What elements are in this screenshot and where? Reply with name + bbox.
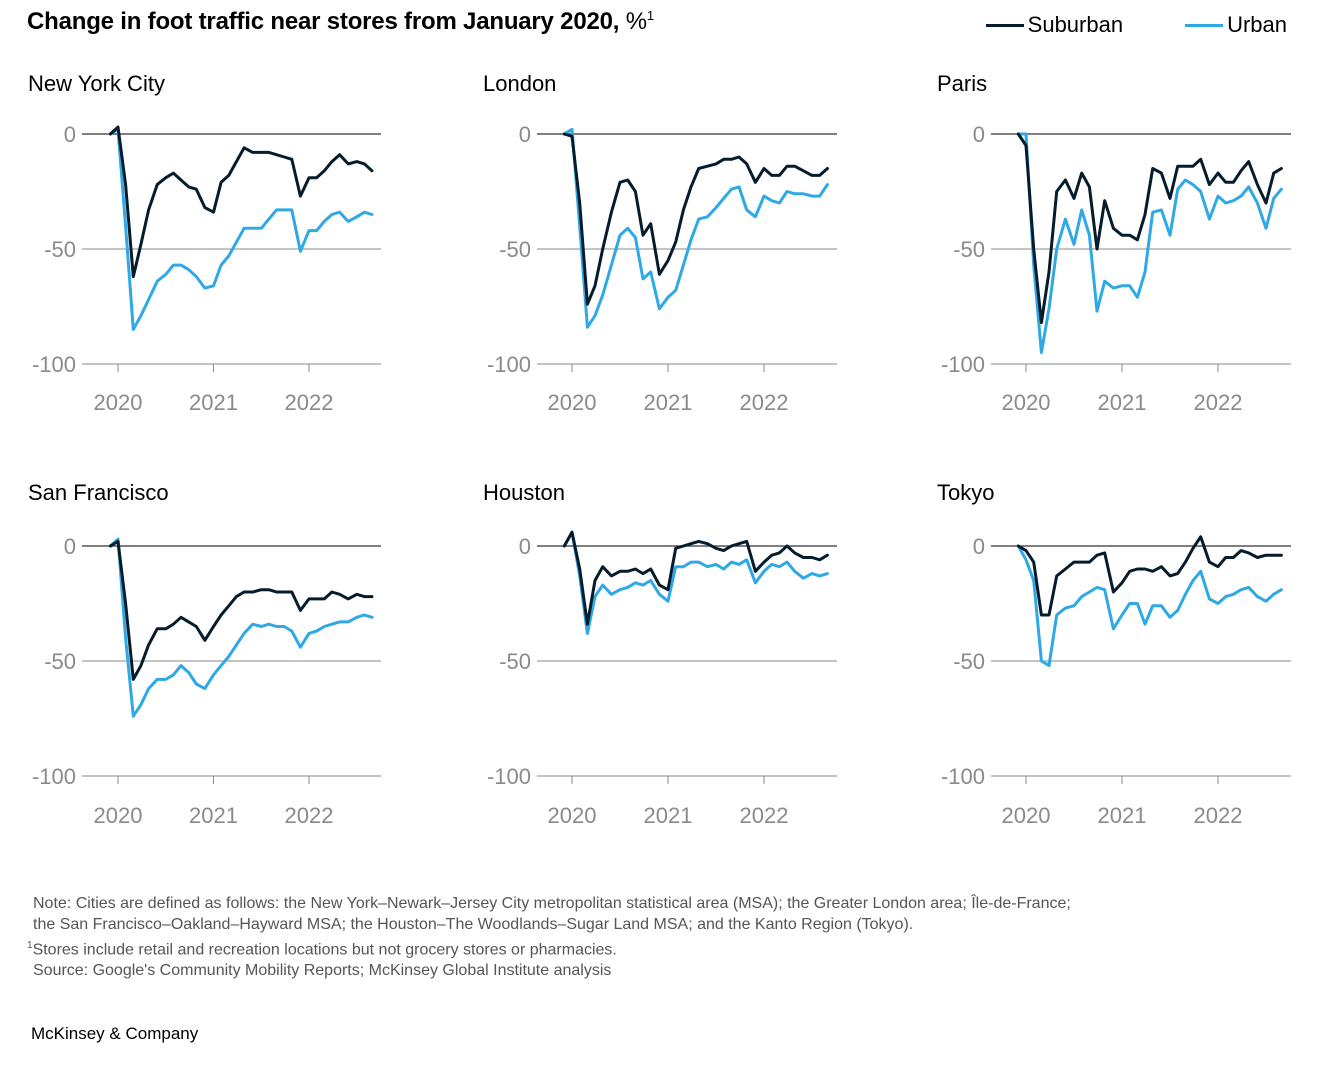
y-tick-label-london--100: -100	[487, 352, 531, 377]
panel-new-york-city: New York City 0 -50 -100 2020 2021 2022	[28, 71, 381, 415]
chart-title-unit: %	[619, 8, 647, 35]
chart-title-main: Change in foot traffic near stores from …	[27, 8, 620, 35]
x-tick-label-tokyo-2020: 2020	[1002, 803, 1051, 828]
footnote-text: Stores include retail and recreation loc…	[32, 941, 617, 959]
y-tick-label-paris--50: -50	[953, 237, 985, 262]
note-line-1: Note: Cities are defined as follows: the…	[33, 895, 1071, 912]
legend-label-urban: Urban	[1227, 12, 1287, 37]
y-tick-label-london-0: 0	[519, 122, 531, 147]
x-tick-label-london-2022: 2022	[740, 390, 789, 415]
footnote-mark: 1	[27, 940, 33, 951]
y-tick-label-new-york-city--50: -50	[44, 237, 76, 262]
charts-canvas: New York City 0 -50 -100 2020 2021 2022 London 0…	[28, 71, 1291, 828]
x-tick-label-tokyo-2022: 2022	[1194, 803, 1243, 828]
panel-title-paris: Paris	[937, 71, 987, 96]
panel-title-london: London	[483, 71, 556, 96]
notes: Note: Cities are defined as follows: the…	[27, 893, 1227, 981]
legend-swatch-urban	[1185, 23, 1224, 27]
y-tick-label-houston-0: 0	[519, 534, 531, 559]
x-tick-label-houston-2022: 2022	[740, 803, 789, 828]
series-line-urban-paris	[1016, 132, 1283, 354]
panel-san-francisco: San Francisco 0 -50 -100 2020 2021 2022	[28, 480, 381, 828]
series-line-urban-new-york-city	[108, 127, 374, 331]
x-tick-label-new-york-city-2020: 2020	[94, 390, 143, 415]
y-tick-label-paris-0: 0	[973, 122, 985, 147]
series-line-urban-london	[562, 127, 829, 329]
panel-title-new-york-city: New York City	[28, 71, 165, 96]
y-tick-label-san-francisco-0: 0	[64, 534, 76, 559]
chart-title: Change in foot traffic near stores from …	[27, 8, 654, 36]
y-tick-label-san-francisco--50: -50	[44, 649, 76, 674]
legend-item-urban: Urban	[1185, 12, 1287, 38]
x-tick-label-london-2020: 2020	[548, 390, 597, 415]
y-tick-label-houston--50: -50	[499, 649, 531, 674]
y-tick-label-paris--100: -100	[941, 352, 985, 377]
series-line-urban-san-francisco	[108, 537, 374, 718]
source-line: Source: Google's Community Mobility Repo…	[33, 962, 612, 980]
x-tick-label-new-york-city-2022: 2022	[285, 390, 334, 415]
x-tick-label-san-francisco-2021: 2021	[189, 803, 238, 828]
legend-item-suburban: Suburban	[985, 12, 1124, 38]
y-tick-label-tokyo-0: 0	[973, 534, 985, 559]
panel-title-houston: Houston	[483, 480, 565, 505]
brand-logo-text: McKinsey & Company	[31, 1024, 199, 1043]
y-tick-label-new-york-city--100: -100	[32, 352, 76, 377]
x-tick-label-new-york-city-2021: 2021	[189, 390, 238, 415]
x-tick-label-paris-2022: 2022	[1194, 390, 1243, 415]
panel-london: London 0 -50 -100 2020 2021 2022	[483, 71, 837, 415]
series-line-suburban-new-york-city	[108, 125, 374, 279]
small-multiples-charts: New York City 0 -50 -100 2020 2021 2022 London 0…	[28, 71, 1291, 828]
series-line-urban-houston	[562, 530, 829, 635]
panel-houston: Houston 0 -50 -100 2020 2021 2022	[483, 480, 837, 828]
panel-title-san-francisco: San Francisco	[28, 480, 169, 505]
x-tick-label-san-francisco-2022: 2022	[285, 803, 334, 828]
legend-label-suburban: Suburban	[1027, 12, 1124, 37]
y-tick-label-san-francisco--100: -100	[32, 764, 76, 789]
y-tick-label-new-york-city-0: 0	[64, 122, 76, 147]
x-tick-label-san-francisco-2020: 2020	[94, 803, 143, 828]
x-tick-label-paris-2020: 2020	[1002, 390, 1051, 415]
panel-tokyo: Tokyo 0 -50 -100 2020 2021 2022	[937, 480, 1291, 828]
series-line-suburban-san-francisco	[108, 539, 374, 681]
panel-paris: Paris 0 -50 -100 2020 2021 2022	[937, 71, 1291, 415]
panel-title-tokyo: Tokyo	[937, 480, 994, 505]
y-tick-label-london--50: -50	[499, 237, 531, 262]
y-tick-label-houston--100: -100	[487, 764, 531, 789]
footnote-line: 1Stores include retail and recreation lo…	[27, 935, 1227, 960]
title-footnote-mark: 1	[646, 8, 654, 23]
series-line-urban-tokyo	[1016, 544, 1283, 668]
series-line-suburban-paris	[1016, 132, 1283, 325]
x-tick-label-paris-2021: 2021	[1098, 390, 1147, 415]
x-tick-label-london-2021: 2021	[644, 390, 693, 415]
x-tick-label-houston-2021: 2021	[644, 803, 693, 828]
series-line-suburban-london	[562, 132, 829, 306]
note-line-2: the San Francisco–Oakland–Hayward MSA; t…	[33, 916, 914, 933]
y-tick-label-tokyo--50: -50	[953, 649, 985, 674]
legend: Suburban Urban	[985, 12, 1287, 38]
x-tick-label-tokyo-2021: 2021	[1098, 803, 1147, 828]
legend-swatch-suburban	[985, 23, 1024, 27]
series-line-suburban-tokyo	[1016, 535, 1283, 617]
y-tick-label-tokyo--100: -100	[941, 764, 985, 789]
x-tick-label-houston-2020: 2020	[548, 803, 597, 828]
series-line-suburban-houston	[562, 530, 829, 626]
